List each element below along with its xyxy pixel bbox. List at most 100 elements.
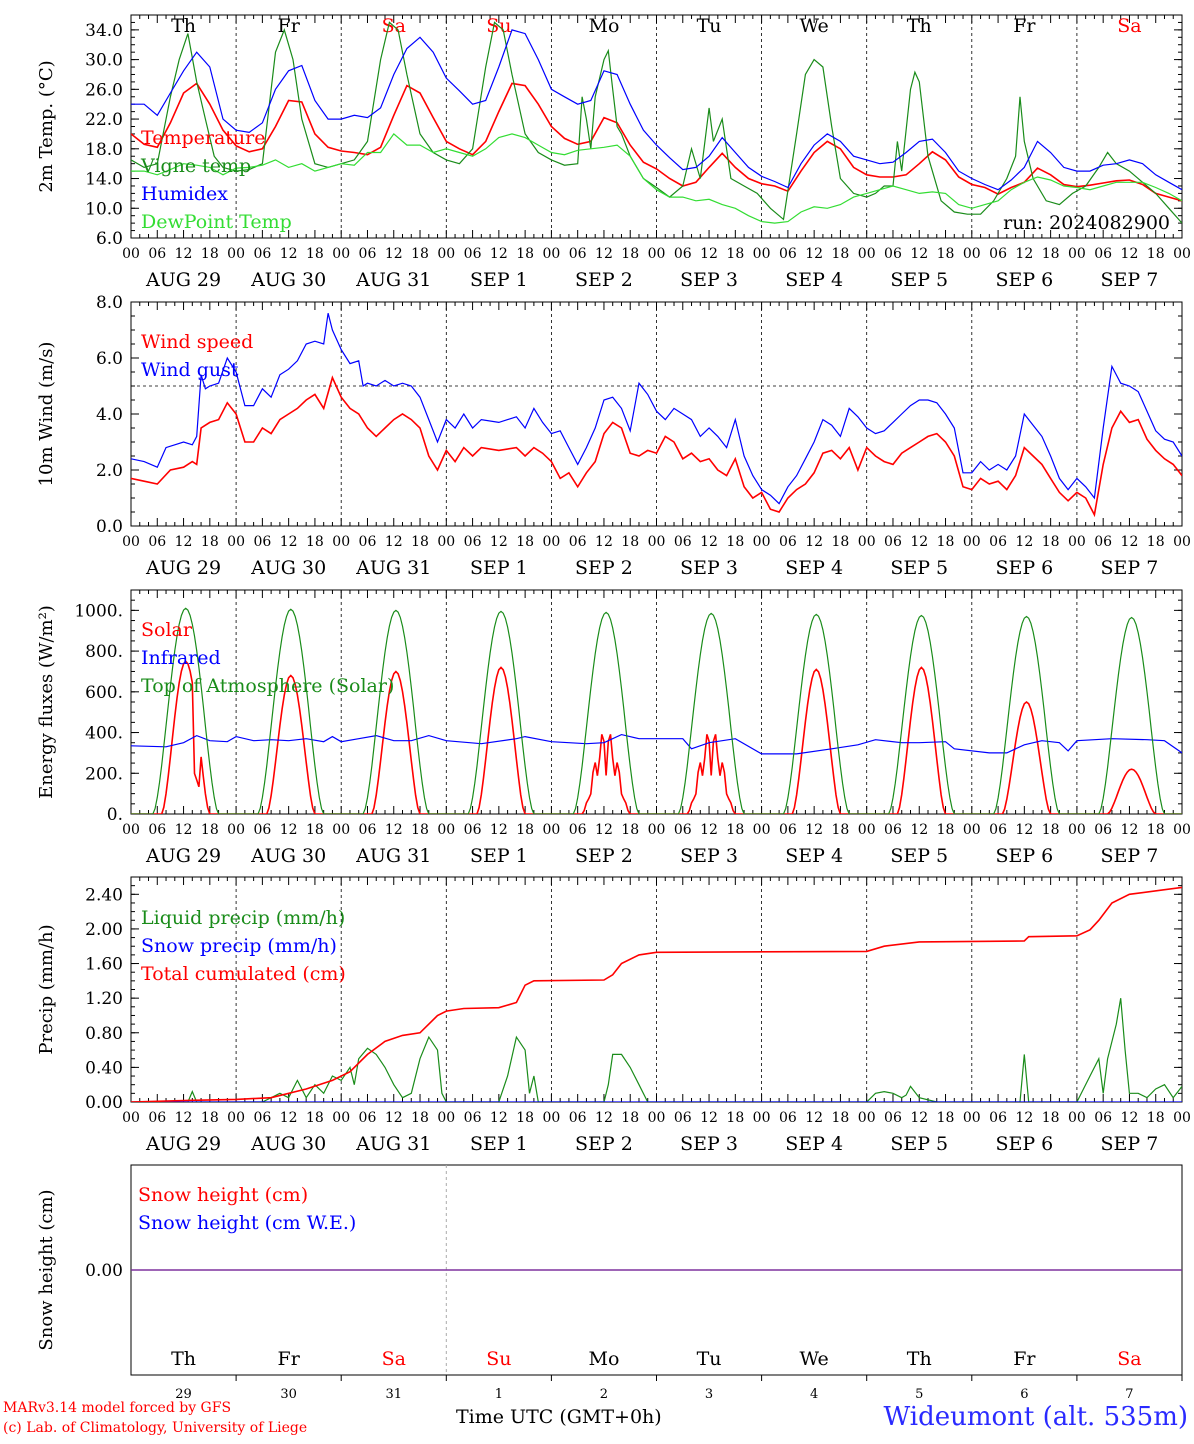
x-tick-label: 00 bbox=[1068, 246, 1086, 262]
chart-panel-5: 0.00 Snow height (cm) Th 29 Fr 30 Sa 31 Su 1 Mo 2 Tu… bbox=[36, 1164, 1183, 1402]
y-tick-label: 800. bbox=[85, 642, 123, 662]
x-tick-label: 18 bbox=[621, 534, 639, 550]
x-tick-label: 18 bbox=[621, 246, 639, 262]
y-tick-label: 2.40 bbox=[85, 885, 123, 905]
x-tick-label: 18 bbox=[306, 822, 324, 838]
y-axis-title: Energy fluxes (W/m²) bbox=[36, 605, 57, 799]
date-label: SEP 7 bbox=[1101, 1133, 1159, 1155]
day-number-label: 31 bbox=[385, 1387, 402, 1402]
y-tick-label: 8.0 bbox=[96, 293, 123, 313]
series-line-humidex bbox=[131, 29, 1182, 191]
x-tick-label: 00 bbox=[542, 1110, 560, 1126]
x-tick-label: 00 bbox=[648, 822, 666, 838]
x-tick-label: 18 bbox=[411, 1110, 429, 1126]
x-tick-label: 18 bbox=[1042, 822, 1060, 838]
y-tick-label: 18.0 bbox=[85, 140, 123, 160]
x-tick-label: 00 bbox=[122, 1110, 140, 1126]
x-tick-label: 06 bbox=[674, 1110, 692, 1126]
x-tick-label: 12 bbox=[910, 534, 928, 550]
x-tick-labels: 00 06 12 18 AUG 29 00 06 12 18 AUG 30 00 06 12 18 AUG … bbox=[122, 534, 1191, 579]
x-tick-label: 06 bbox=[569, 1110, 587, 1126]
weekday-label: We bbox=[800, 15, 829, 37]
x-tick-label: 00 bbox=[227, 246, 245, 262]
x-tick-label: 18 bbox=[306, 246, 324, 262]
x-tick-label: 18 bbox=[516, 1110, 534, 1126]
x-tick-label: 12 bbox=[1015, 1110, 1033, 1126]
y-tick-labels: 1000. 800. 600. 400. 200. 0. bbox=[74, 601, 123, 825]
chart-panel-4: 2.40 2.00 1.60 1.20 0.80 0.40 0.00 Precip (mm/h… bbox=[36, 876, 1191, 1155]
x-tick-label: 18 bbox=[726, 1110, 744, 1126]
weekday-label: Sa bbox=[1117, 1348, 1141, 1370]
weekday-label: Fr bbox=[1013, 15, 1036, 37]
x-tick-label: 12 bbox=[700, 246, 718, 262]
x-tick-label: 18 bbox=[1042, 1110, 1060, 1126]
x-tick-label: 06 bbox=[989, 246, 1007, 262]
x-tick-label: 06 bbox=[989, 534, 1007, 550]
date-label: AUG 31 bbox=[355, 269, 431, 291]
y-tick-label: 4.0 bbox=[96, 405, 123, 425]
series-line-solar bbox=[131, 660, 1182, 814]
x-tick-label: 12 bbox=[805, 246, 823, 262]
legend: Snow height (cm) Snow height (cm W.E.) bbox=[138, 1184, 356, 1234]
x-tick-label: 06 bbox=[884, 822, 902, 838]
series-group bbox=[131, 886, 1182, 1102]
x-tick-label: 18 bbox=[937, 822, 955, 838]
date-label: AUG 31 bbox=[355, 557, 431, 579]
weekday-label: Th bbox=[907, 15, 932, 37]
x-tick-label: 06 bbox=[359, 822, 377, 838]
chart-panel-3: 1000. 800. 600. 400. 200. 0. Energy fluxes (W/… bbox=[36, 589, 1191, 867]
x-tick-label: 06 bbox=[779, 1110, 797, 1126]
x-tick-label: 00 bbox=[753, 822, 771, 838]
x-tick-label: 00 bbox=[437, 246, 455, 262]
y-tick-label: 0.40 bbox=[85, 1058, 123, 1078]
x-tick-label: 18 bbox=[726, 822, 744, 838]
lab-credit: (c) Lab. of Climatology, University of L… bbox=[3, 1420, 308, 1436]
x-tick-label: 06 bbox=[569, 246, 587, 262]
x-tick-label: 00 bbox=[1068, 1110, 1086, 1126]
series-line-infrared bbox=[131, 733, 1182, 755]
x-tick-label: 12 bbox=[175, 246, 193, 262]
x-tick-label: 18 bbox=[306, 1110, 324, 1126]
date-label: SEP 7 bbox=[1101, 269, 1159, 291]
station-name: Wideumont (alt. 535m) bbox=[883, 1402, 1188, 1432]
weekday-label: Th bbox=[171, 1348, 196, 1370]
y-tick-label: 0.00 bbox=[85, 1261, 123, 1281]
weekday-label: Su bbox=[486, 1348, 511, 1370]
x-tick-label: 12 bbox=[385, 246, 403, 262]
x-tick-label: 18 bbox=[1042, 246, 1060, 262]
weekday-label: Th bbox=[907, 1348, 932, 1370]
legend-entry: DewPoint Temp bbox=[141, 211, 292, 233]
x-tick-label: 06 bbox=[359, 1110, 377, 1126]
x-tick-label: 06 bbox=[464, 246, 482, 262]
x-tick-label: 06 bbox=[148, 534, 166, 550]
y-tick-label: 6.0 bbox=[96, 349, 123, 369]
series-group bbox=[131, 607, 1182, 814]
x-tick-label: 00 bbox=[753, 246, 771, 262]
x-tick-label: 18 bbox=[201, 534, 219, 550]
y-tick-label: 0. bbox=[107, 805, 123, 825]
x-tick-label: 18 bbox=[201, 822, 219, 838]
date-label: SEP 4 bbox=[785, 845, 843, 867]
x-tick-label: 00 bbox=[963, 246, 981, 262]
x-tick-label: 12 bbox=[385, 1110, 403, 1126]
x-tick-label: 06 bbox=[779, 534, 797, 550]
date-label: SEP 5 bbox=[890, 845, 948, 867]
series-line-dewpoint-temp bbox=[131, 133, 1182, 224]
y-tick-label: 0.80 bbox=[85, 1024, 123, 1044]
day-number-label: 3 bbox=[705, 1387, 713, 1402]
series-line-vigne-temp bbox=[131, 21, 1182, 224]
date-label: SEP 4 bbox=[785, 269, 843, 291]
date-label: SEP 6 bbox=[995, 557, 1053, 579]
day-number-label: 1 bbox=[495, 1387, 503, 1402]
date-label: SEP 1 bbox=[470, 1133, 528, 1155]
legend: Wind speed Wind gust bbox=[141, 331, 253, 381]
date-label: SEP 2 bbox=[575, 269, 633, 291]
x-tick-label: 12 bbox=[700, 1110, 718, 1126]
weekday-label: Mo bbox=[588, 1348, 619, 1370]
x-tick-label: 00 bbox=[648, 534, 666, 550]
x-tick-label: 06 bbox=[779, 246, 797, 262]
x-tick-label: 12 bbox=[1015, 246, 1033, 262]
y-tick-label: 26.0 bbox=[85, 80, 123, 100]
x-tick-label: 12 bbox=[280, 1110, 298, 1126]
